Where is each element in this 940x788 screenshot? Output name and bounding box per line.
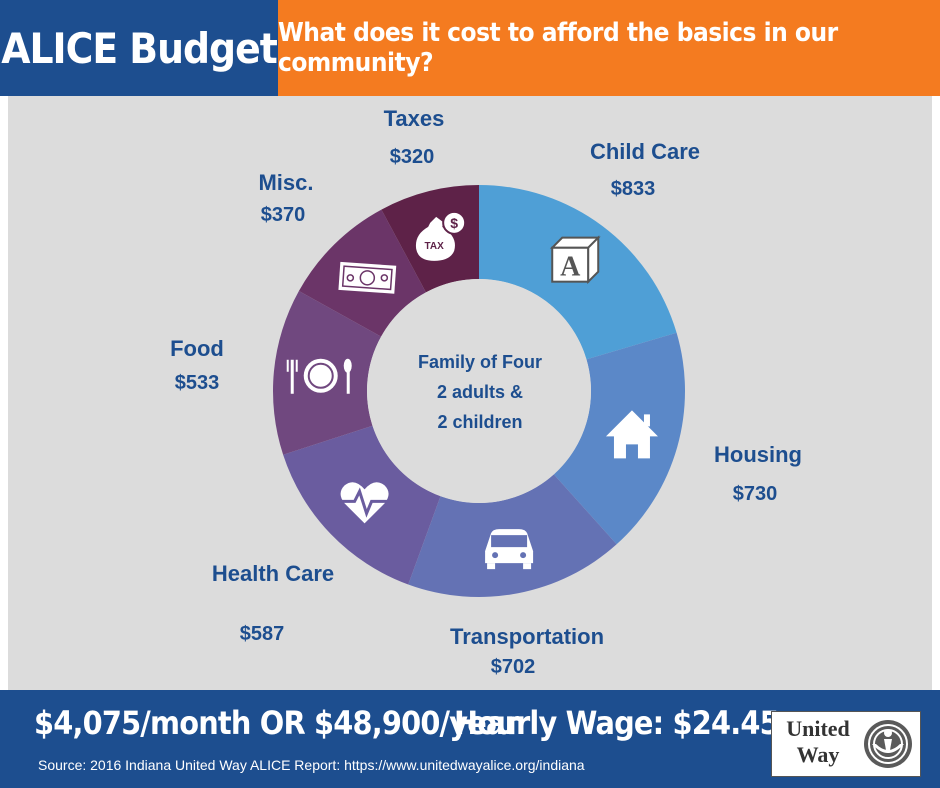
center-text-line2: 2 adults & bbox=[436, 382, 524, 402]
donut-hole bbox=[367, 279, 591, 503]
house-icon bbox=[605, 410, 658, 459]
source-citation: Source: 2016 Indiana United Way ALICE Re… bbox=[38, 757, 585, 773]
car-icon bbox=[485, 529, 534, 570]
page-title: ALICE Budget bbox=[1, 23, 278, 73]
label-transportation: Transportation bbox=[449, 624, 605, 649]
center-text-line3: 2 children bbox=[437, 412, 523, 432]
heartbeat-icon bbox=[340, 482, 389, 524]
value-taxes: $320 bbox=[389, 146, 435, 168]
monthly-yearly-total: $4,075/month OR $48,900/year bbox=[34, 704, 519, 742]
logo-line-united: United bbox=[786, 716, 850, 741]
label-taxes: Taxes bbox=[383, 106, 445, 131]
svg-text:TAX: TAX bbox=[425, 241, 445, 252]
title-banner bbox=[0, 0, 278, 96]
subtitle-banner bbox=[278, 0, 940, 96]
dollar-bill-icon bbox=[338, 261, 397, 294]
plate-fork-spoon-icon bbox=[286, 358, 352, 394]
logo-line-way: Way bbox=[796, 742, 840, 767]
value-transportation: $702 bbox=[490, 656, 536, 678]
value-food: $533 bbox=[174, 372, 220, 394]
united-way-hand-icon bbox=[864, 720, 912, 768]
hourly-wage: Hourly Wage: $24.45 bbox=[454, 704, 780, 742]
label-food: Food bbox=[170, 336, 224, 361]
label-health-care: Health Care bbox=[211, 561, 335, 586]
svg-text:$: $ bbox=[450, 215, 458, 231]
label-child-care: Child Care bbox=[589, 139, 701, 164]
svg-text:A: A bbox=[560, 252, 581, 283]
value-health-care: $587 bbox=[239, 623, 285, 645]
alphabet-block-icon: A bbox=[549, 235, 601, 285]
value-child-care: $833 bbox=[610, 178, 656, 200]
logo-wordmark: United Way bbox=[778, 716, 858, 768]
tax-money-bag-icon: TAX $ bbox=[415, 210, 467, 261]
value-misc: $370 bbox=[260, 204, 306, 226]
united-way-logo: United Way bbox=[771, 711, 921, 777]
page-subtitle: What does it cost to afford the basics i… bbox=[278, 18, 838, 78]
value-housing: $730 bbox=[732, 483, 778, 505]
center-text-line1: Family of Four bbox=[417, 352, 542, 372]
label-misc: Misc. bbox=[258, 170, 314, 195]
label-housing: Housing bbox=[714, 442, 802, 467]
